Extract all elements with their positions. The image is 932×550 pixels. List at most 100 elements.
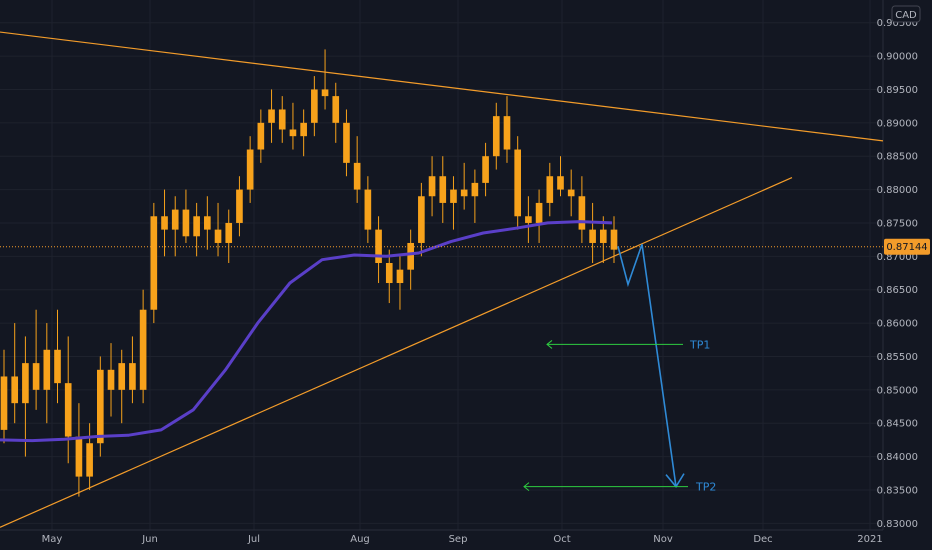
price-tick-label: 0.88000	[877, 185, 918, 196]
candle-body	[364, 189, 372, 230]
candle-body	[225, 222, 233, 243]
candlestick-series	[0, 49, 618, 497]
candle-body	[289, 129, 297, 137]
candle-body	[96, 369, 104, 444]
candle-body	[246, 149, 254, 190]
price-tick-label: 0.85000	[877, 385, 918, 396]
candle-body	[32, 363, 40, 390]
candle-body	[385, 262, 393, 284]
candle-body	[418, 196, 425, 243]
time-axis[interactable]: May Jun Jul Aug Sep Oct Nov Dec 2021	[42, 534, 883, 545]
tp2-label: TP2	[695, 481, 716, 494]
candle-body	[214, 229, 222, 243]
candle-body	[268, 109, 275, 123]
candle-body	[514, 149, 522, 217]
tp2-arrowhead	[523, 482, 530, 492]
candle-body	[525, 216, 532, 223]
candle-body	[107, 369, 115, 390]
price-tick-label: 0.86000	[877, 319, 918, 330]
candle-body	[407, 242, 414, 270]
price-tick-label: 0.86500	[877, 285, 918, 296]
candle-body	[492, 116, 500, 157]
candle-body	[460, 189, 468, 197]
price-tick-label: 0.83500	[877, 485, 918, 496]
candle-body	[236, 189, 243, 223]
price-tick-label: 0.87000	[877, 252, 918, 263]
projected-path-arrow[interactable]	[617, 244, 677, 487]
price-tick-label: 0.88500	[877, 152, 918, 163]
candle-body	[150, 216, 158, 310]
candle-body	[300, 122, 307, 137]
current-price-badge	[884, 238, 930, 255]
price-tick-label: 0.90500	[877, 18, 918, 29]
candle-body	[321, 89, 329, 97]
candle-body	[161, 216, 168, 230]
candle-body	[396, 269, 404, 284]
time-tick-label: Dec	[753, 534, 772, 545]
candle-body	[43, 349, 51, 390]
time-tick-label: 2021	[857, 534, 882, 545]
candle-body	[546, 176, 554, 203]
candle-body	[343, 122, 350, 163]
time-tick-label: Sep	[449, 534, 468, 545]
time-tick-label: May	[42, 534, 63, 545]
support-trendline[interactable]	[0, 177, 793, 528]
candle-body	[450, 189, 457, 203]
candle-body	[482, 156, 489, 183]
candle-body	[86, 443, 93, 477]
price-tick-label: 0.90000	[877, 52, 918, 63]
price-tick-label: 0.84000	[877, 452, 918, 463]
candle-body	[311, 89, 318, 123]
price-tick-label: 0.89500	[877, 85, 918, 96]
time-tick-label: Jul	[247, 534, 260, 545]
tp1-label: TP1	[689, 338, 710, 351]
price-tick-label: 0.84500	[877, 419, 918, 430]
candle-body	[204, 216, 211, 230]
candle-body	[599, 229, 607, 243]
candle-body	[118, 363, 126, 390]
price-tick-label: 0.87500	[877, 218, 918, 229]
time-tick-label: Oct	[553, 534, 570, 545]
candle-body	[257, 122, 265, 150]
candle-body	[471, 182, 479, 197]
candle-body	[503, 116, 511, 150]
candle-body	[278, 109, 286, 130]
candle-body	[64, 383, 72, 437]
time-tick-label: Nov	[653, 534, 673, 545]
tp1-arrowhead	[546, 340, 553, 349]
candle-body	[171, 209, 179, 230]
candle-body	[428, 176, 436, 197]
candle-body	[11, 376, 19, 404]
current-price-label: 0.87144	[886, 242, 927, 253]
resistance-trendline[interactable]	[0, 31, 884, 142]
currency-badge: CAD	[895, 10, 917, 21]
candle-body	[610, 229, 618, 250]
moving-average-line	[0, 220, 613, 443]
candle-body	[557, 176, 564, 190]
currency-badge-box	[891, 5, 921, 23]
time-tick-label: Jun	[141, 534, 158, 545]
candle-body	[54, 349, 61, 384]
price-axis[interactable]: 0.90500 0.90000 0.89500 0.89000 0.88500 0.880…	[877, 18, 918, 530]
candle-body	[0, 376, 8, 430]
candle-body	[535, 202, 543, 223]
candle-body	[332, 96, 340, 123]
candle-body	[567, 189, 575, 197]
candle-body	[193, 216, 200, 237]
candle-body	[22, 363, 29, 404]
candle-body	[129, 363, 136, 390]
candle-body	[182, 209, 190, 237]
time-tick-label: Aug	[350, 534, 370, 545]
candle-body	[589, 229, 596, 243]
candle-body	[75, 436, 83, 477]
price-tick-label: 0.85500	[877, 352, 918, 363]
candle-body	[578, 196, 586, 230]
price-tick-label: 0.89000	[877, 118, 918, 129]
grid	[0, 0, 883, 530]
price-tick-label: 0.83000	[877, 519, 918, 530]
candle-body	[439, 176, 447, 203]
candle-body	[139, 309, 147, 390]
candle-body	[353, 162, 361, 190]
